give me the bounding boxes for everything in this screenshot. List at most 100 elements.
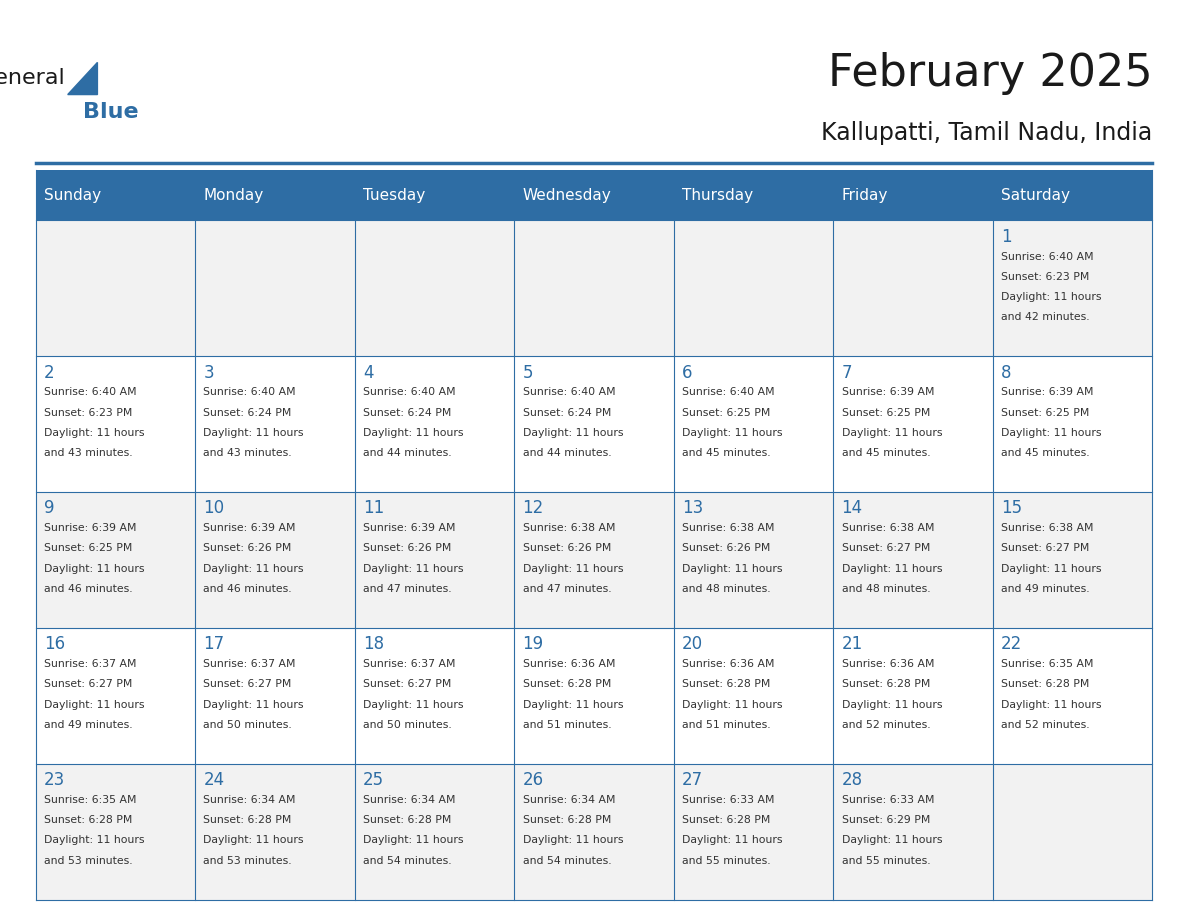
Bar — [355, 764, 514, 900]
Text: Sunset: 6:23 PM: Sunset: 6:23 PM — [44, 408, 132, 418]
Text: Daylight: 11 hours: Daylight: 11 hours — [523, 564, 623, 574]
Text: 8: 8 — [1001, 364, 1012, 382]
Bar — [833, 492, 993, 628]
Text: Saturday: Saturday — [1001, 187, 1070, 203]
Text: Monday: Monday — [203, 187, 264, 203]
Bar — [355, 628, 514, 764]
Bar — [355, 492, 514, 628]
Text: Daylight: 11 hours: Daylight: 11 hours — [364, 564, 463, 574]
Text: Sunrise: 6:37 AM: Sunrise: 6:37 AM — [44, 659, 137, 669]
Bar — [195, 220, 355, 356]
Bar — [36, 170, 1152, 220]
Text: and 53 minutes.: and 53 minutes. — [203, 856, 292, 866]
Text: 28: 28 — [841, 771, 862, 789]
Text: 4: 4 — [364, 364, 373, 382]
Text: Daylight: 11 hours: Daylight: 11 hours — [523, 700, 623, 710]
Text: 10: 10 — [203, 499, 225, 518]
Text: Sunrise: 6:39 AM: Sunrise: 6:39 AM — [364, 523, 455, 533]
Text: Sunrise: 6:37 AM: Sunrise: 6:37 AM — [364, 659, 455, 669]
Text: Daylight: 11 hours: Daylight: 11 hours — [364, 700, 463, 710]
Text: Sunrise: 6:38 AM: Sunrise: 6:38 AM — [1001, 523, 1094, 533]
Text: Daylight: 11 hours: Daylight: 11 hours — [44, 428, 145, 438]
Text: Sunset: 6:28 PM: Sunset: 6:28 PM — [841, 679, 930, 689]
Bar — [674, 356, 833, 492]
Text: and 48 minutes.: and 48 minutes. — [682, 584, 771, 594]
Text: and 42 minutes.: and 42 minutes. — [1001, 312, 1089, 322]
Text: and 50 minutes.: and 50 minutes. — [364, 720, 451, 730]
Bar — [195, 356, 355, 492]
Bar — [514, 356, 674, 492]
Text: Sunset: 6:27 PM: Sunset: 6:27 PM — [1001, 543, 1089, 554]
Bar — [355, 220, 514, 356]
Text: 2: 2 — [44, 364, 55, 382]
Text: 23: 23 — [44, 771, 65, 789]
Bar — [514, 764, 674, 900]
Text: and 49 minutes.: and 49 minutes. — [1001, 584, 1089, 594]
Text: and 54 minutes.: and 54 minutes. — [364, 856, 451, 866]
Text: Sunset: 6:27 PM: Sunset: 6:27 PM — [364, 679, 451, 689]
Text: Daylight: 11 hours: Daylight: 11 hours — [841, 428, 942, 438]
Text: Sunset: 6:23 PM: Sunset: 6:23 PM — [1001, 272, 1089, 282]
Text: 24: 24 — [203, 771, 225, 789]
Bar — [355, 356, 514, 492]
Text: Daylight: 11 hours: Daylight: 11 hours — [1001, 564, 1101, 574]
Text: Sunset: 6:28 PM: Sunset: 6:28 PM — [203, 815, 292, 825]
Text: 6: 6 — [682, 364, 693, 382]
Text: 20: 20 — [682, 635, 703, 654]
Bar — [993, 628, 1152, 764]
Text: and 47 minutes.: and 47 minutes. — [523, 584, 611, 594]
Text: Sunrise: 6:36 AM: Sunrise: 6:36 AM — [682, 659, 775, 669]
Text: 3: 3 — [203, 364, 214, 382]
Bar — [514, 220, 674, 356]
Text: Sunrise: 6:39 AM: Sunrise: 6:39 AM — [841, 387, 934, 397]
Text: Sunset: 6:25 PM: Sunset: 6:25 PM — [44, 543, 132, 554]
Text: Daylight: 11 hours: Daylight: 11 hours — [203, 700, 304, 710]
Bar — [674, 220, 833, 356]
Text: Sunrise: 6:39 AM: Sunrise: 6:39 AM — [44, 523, 137, 533]
Text: and 47 minutes.: and 47 minutes. — [364, 584, 451, 594]
Text: 13: 13 — [682, 499, 703, 518]
Text: Friday: Friday — [841, 187, 887, 203]
Text: Daylight: 11 hours: Daylight: 11 hours — [44, 700, 145, 710]
Text: Thursday: Thursday — [682, 187, 753, 203]
Text: Sunrise: 6:33 AM: Sunrise: 6:33 AM — [682, 795, 775, 805]
Bar — [993, 764, 1152, 900]
Text: Sunset: 6:27 PM: Sunset: 6:27 PM — [203, 679, 292, 689]
Text: and 43 minutes.: and 43 minutes. — [44, 448, 133, 458]
Text: Daylight: 11 hours: Daylight: 11 hours — [682, 835, 783, 845]
Bar — [36, 628, 195, 764]
Text: and 45 minutes.: and 45 minutes. — [682, 448, 771, 458]
Text: Daylight: 11 hours: Daylight: 11 hours — [203, 564, 304, 574]
Text: Sunset: 6:28 PM: Sunset: 6:28 PM — [682, 815, 771, 825]
Text: Sunrise: 6:38 AM: Sunrise: 6:38 AM — [523, 523, 615, 533]
Text: Sunrise: 6:35 AM: Sunrise: 6:35 AM — [1001, 659, 1094, 669]
Bar — [36, 764, 195, 900]
Bar — [195, 492, 355, 628]
Bar — [833, 764, 993, 900]
Text: Sunset: 6:28 PM: Sunset: 6:28 PM — [682, 679, 771, 689]
Text: Daylight: 11 hours: Daylight: 11 hours — [841, 700, 942, 710]
Text: 9: 9 — [44, 499, 55, 518]
Text: Sunrise: 6:40 AM: Sunrise: 6:40 AM — [523, 387, 615, 397]
Text: and 55 minutes.: and 55 minutes. — [841, 856, 930, 866]
Text: Sunset: 6:29 PM: Sunset: 6:29 PM — [841, 815, 930, 825]
Text: and 43 minutes.: and 43 minutes. — [203, 448, 292, 458]
Bar — [674, 628, 833, 764]
Text: and 45 minutes.: and 45 minutes. — [841, 448, 930, 458]
Text: 5: 5 — [523, 364, 533, 382]
Text: Daylight: 11 hours: Daylight: 11 hours — [1001, 428, 1101, 438]
Text: and 53 minutes.: and 53 minutes. — [44, 856, 133, 866]
Text: Wednesday: Wednesday — [523, 187, 612, 203]
Text: 21: 21 — [841, 635, 862, 654]
Bar — [833, 628, 993, 764]
Text: Blue: Blue — [83, 102, 138, 122]
Text: 26: 26 — [523, 771, 544, 789]
Text: and 54 minutes.: and 54 minutes. — [523, 856, 611, 866]
Text: Sunset: 6:28 PM: Sunset: 6:28 PM — [44, 815, 132, 825]
Text: Daylight: 11 hours: Daylight: 11 hours — [203, 428, 304, 438]
Text: Sunset: 6:28 PM: Sunset: 6:28 PM — [1001, 679, 1089, 689]
Text: Sunrise: 6:39 AM: Sunrise: 6:39 AM — [203, 523, 296, 533]
Text: Daylight: 11 hours: Daylight: 11 hours — [1001, 292, 1101, 302]
Text: Sunset: 6:24 PM: Sunset: 6:24 PM — [364, 408, 451, 418]
Text: Sunset: 6:26 PM: Sunset: 6:26 PM — [523, 543, 611, 554]
